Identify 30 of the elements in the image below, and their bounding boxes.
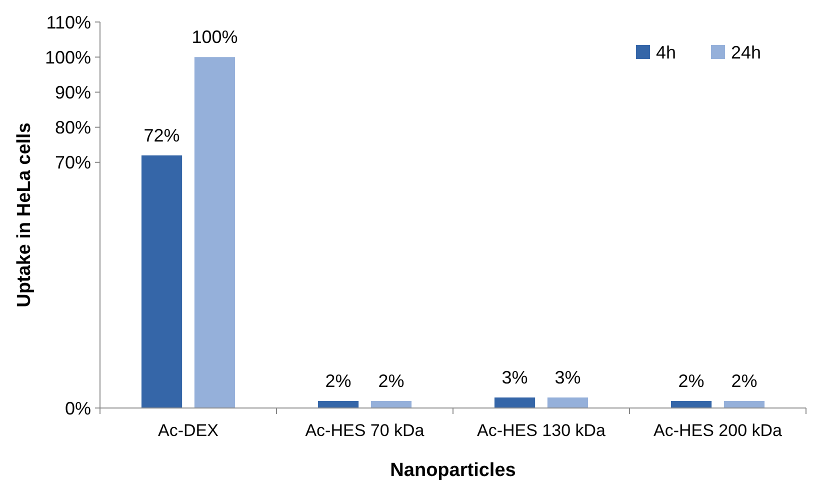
bar [194, 57, 236, 408]
bar [370, 400, 412, 408]
bar [547, 397, 588, 408]
y-tick-label: 70% [54, 152, 91, 173]
data-label: 100% [192, 27, 238, 48]
x-axis-title: Nanoparticles [390, 460, 516, 481]
bar [724, 400, 765, 408]
data-label: 2% [678, 370, 704, 391]
x-tick-label: Ac-HES 130 kDa [477, 421, 606, 440]
bar [670, 400, 712, 408]
legend-label: 24h [731, 42, 762, 62]
y-tick-label: 110% [46, 12, 91, 32]
x-tick-label: Ac-HES 200 kDa [654, 421, 783, 440]
y-tick-label: 0% [64, 398, 91, 418]
data-label: 2% [731, 370, 758, 391]
bar [318, 400, 359, 408]
data-label: 3% [554, 367, 581, 388]
data-label: 72% [144, 125, 180, 146]
x-tick-label: Ac-HES 70 kDa [305, 421, 425, 440]
data-label: 2% [325, 370, 352, 391]
y-tick-label: 80% [54, 118, 91, 138]
bar [141, 155, 182, 408]
bar [494, 397, 536, 408]
x-tick-label: Ac-DEX [158, 421, 218, 440]
y-axis-title: Uptake in HeLa cells [14, 122, 35, 308]
data-label: 3% [502, 367, 528, 388]
legend-label: 4h [656, 42, 676, 62]
data-label: 2% [378, 370, 404, 391]
y-tick-label: 90% [54, 82, 91, 102]
y-tick-label: 100% [44, 47, 91, 68]
